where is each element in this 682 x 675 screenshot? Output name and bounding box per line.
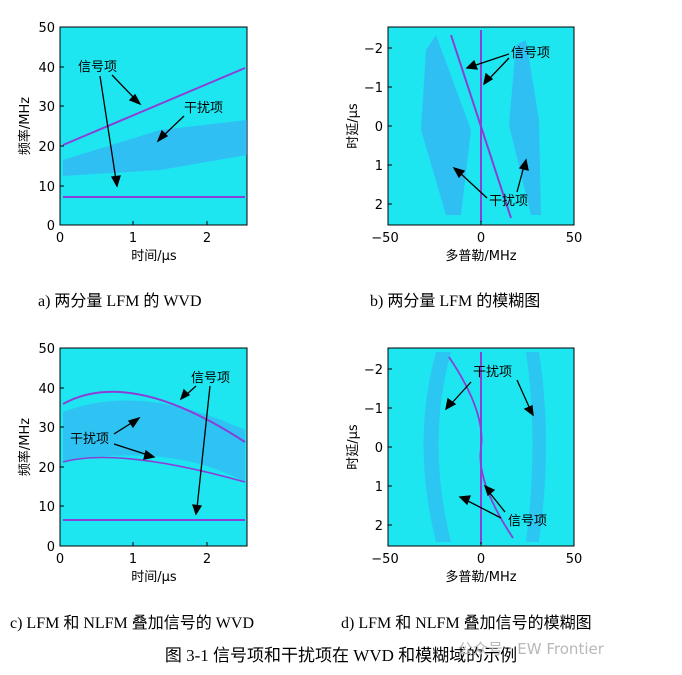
x-tick-label: 1 — [129, 552, 137, 567]
cross-term-left — [423, 352, 451, 542]
y-tick-label: 2 — [375, 198, 383, 213]
y-axis-label: 时延/μs — [346, 424, 361, 470]
y-axis-label: 频率/MHz — [17, 97, 33, 155]
y-tick-label: 10 — [38, 500, 55, 515]
y-tick-label: 1 — [375, 480, 383, 495]
panel-caption: b) 两分量 LFM 的模糊图 — [370, 293, 541, 310]
annotation-signal: 信号项 — [511, 46, 550, 61]
x-tick-label: 0 — [477, 552, 485, 567]
y-tick-label: 40 — [38, 382, 55, 397]
watermark: 公众号 · EW Frontier — [458, 640, 604, 658]
x-axis-label: 多普勒/MHz — [445, 569, 516, 585]
x-tick-label: 50 — [566, 231, 583, 246]
x-tick-label: 2 — [203, 552, 211, 567]
panel-d-plot: −2 −1 0 1 2 −50 0 50 多普勒/MHz 时延/μs 干扰项 信… — [346, 347, 583, 585]
panel-d: −2 −1 0 1 2 −50 0 50 多普勒/MHz 时延/μs 干扰项 信… — [341, 322, 682, 638]
y-tick-label: −2 — [364, 42, 383, 57]
annotation-signal: 信号项 — [508, 514, 547, 529]
annotation-cross: 干扰项 — [184, 101, 223, 116]
x-tick-label: −50 — [371, 552, 398, 567]
panel-a: 0 10 20 30 40 50 0 1 2 时间/μs 频率/MHz 信号项 … — [0, 0, 341, 318]
y-tick-label: 20 — [38, 461, 55, 476]
x-tick-label: 1 — [129, 231, 137, 246]
panel-b-plot: −2 −1 0 1 2 −50 0 50 多普勒/MHz 时延/μs 信号项 干… — [346, 26, 583, 264]
x-tick-label: 0 — [56, 231, 64, 246]
y-tick-label: 0 — [375, 441, 383, 456]
cross-term-region — [63, 120, 247, 176]
y-tick-label: 40 — [38, 61, 55, 76]
annotation-cross: 干扰项 — [489, 194, 528, 209]
signal-term-lower — [62, 456, 246, 483]
y-ticks — [388, 47, 392, 205]
cross-term-right — [526, 352, 546, 542]
y-axis-label: 时延/μs — [346, 103, 361, 149]
signal-term-chirp — [62, 67, 246, 146]
y-tick-label: 30 — [38, 100, 55, 115]
x-tick-label: 0 — [56, 552, 64, 567]
x-ticks — [59, 221, 208, 225]
x-tick-label: 0 — [477, 231, 485, 246]
arrows — [452, 53, 529, 199]
x-axis-label: 时间/μs — [131, 570, 177, 585]
annotation-cross: 干扰项 — [70, 432, 109, 447]
x-tick-label: 50 — [566, 552, 583, 567]
annotation-signal: 信号项 — [191, 371, 230, 386]
y-tick-label: 50 — [38, 21, 55, 36]
y-tick-label: 1 — [375, 159, 383, 174]
x-ticks — [387, 221, 575, 225]
arrows — [113, 385, 211, 516]
y-tick-label: 50 — [38, 342, 55, 357]
panel-caption: a) 两分量 LFM 的 WVD — [38, 293, 202, 310]
y-tick-label: 20 — [38, 140, 55, 155]
y-ticks — [60, 26, 64, 226]
panel-caption: d) LFM 和 NLFM 叠加信号的模糊图 — [341, 615, 592, 632]
x-axis-label: 多普勒/MHz — [445, 248, 516, 264]
panel-b: −2 −1 0 1 2 −50 0 50 多普勒/MHz 时延/μs 信号项 干… — [341, 0, 682, 318]
cross-term-region — [63, 400, 245, 482]
panel-c-plot: 0 10 20 30 40 50 0 1 2 时间/μs 频率/MHz 信号项 … — [17, 342, 248, 585]
x-tick-label: −50 — [371, 231, 398, 246]
y-ticks — [60, 347, 64, 547]
y-tick-label: 30 — [38, 421, 55, 436]
signal-term-nlfm — [62, 390, 246, 443]
x-ticks — [387, 542, 575, 546]
y-tick-label: −2 — [364, 363, 383, 378]
x-ticks — [59, 542, 208, 546]
y-ticks — [388, 368, 392, 526]
arrows — [99, 74, 185, 188]
annotation-signal: 信号项 — [78, 60, 117, 75]
y-tick-label: 2 — [375, 519, 383, 534]
x-axis-label: 时间/μs — [131, 249, 177, 264]
y-tick-label: 0 — [375, 120, 383, 135]
cross-term-right — [509, 40, 541, 215]
y-axis-label: 频率/MHz — [17, 418, 33, 476]
panel-caption: c) LFM 和 NLFM 叠加信号的 WVD — [10, 615, 254, 632]
panel-a-plot: 0 10 20 30 40 50 0 1 2 时间/μs 频率/MHz 信号项 … — [17, 21, 248, 264]
x-tick-label: 2 — [203, 231, 211, 246]
figure-caption: 图 3-1 信号项和干扰项在 WVD 和模糊域的示例 — [164, 646, 518, 665]
panel-c: 0 10 20 30 40 50 0 1 2 时间/μs 频率/MHz 信号项 … — [0, 322, 341, 638]
y-tick-label: 0 — [47, 540, 55, 555]
annotation-cross: 干扰项 — [473, 365, 512, 380]
y-tick-label: −1 — [364, 81, 383, 96]
y-tick-label: 0 — [47, 219, 55, 234]
arrows — [445, 379, 534, 519]
y-tick-label: −1 — [364, 402, 383, 417]
y-tick-label: 10 — [38, 180, 55, 195]
